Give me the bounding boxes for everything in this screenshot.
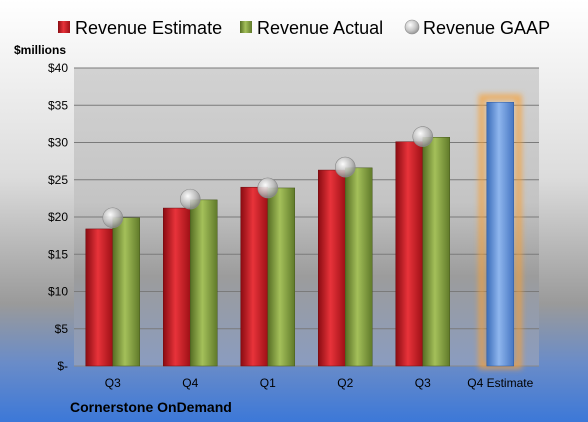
y-tick-label: $25 [48,173,68,187]
x-tick-label: Q2 [337,376,353,390]
bar-revenue-estimate [85,228,113,367]
bar-revenue-actual [112,217,140,367]
x-tick-label: Q1 [260,376,276,390]
bar-revenue-estimate [318,169,346,367]
point-revenue-gaap [179,188,201,210]
x-tick-label: Q4 Estimate [467,376,533,390]
bar-revenue-estimate [395,141,423,367]
x-tick-label: Q3 [415,376,431,390]
x-tick-label: Q3 [105,376,121,390]
legend-label: Revenue Estimate [75,18,222,38]
x-axis-ticks: Q3 Q4 Q1 Q2 Q3 Q4 Estimate [105,376,534,390]
bar-revenue-estimate [163,207,191,367]
bar-revenue-actual [267,187,295,367]
gaap-points [102,126,434,229]
legend-swatch [58,21,70,33]
point-revenue-gaap [412,126,434,147]
y-tick-label: $10 [48,285,68,299]
bar-revenue-q4-estimate [486,102,514,367]
bar-revenue-actual [345,167,373,367]
legend-swatch [404,19,420,35]
y-tick-label: $5 [55,322,69,336]
y-axis-unit-label: $millions [14,43,66,57]
y-tick-label: $30 [48,136,68,150]
point-revenue-gaap [102,207,124,229]
legend-label: Revenue Actual [257,18,383,38]
bars [85,102,514,367]
y-axis-ticks: $- $5 $10 $15 $20 $25 $30 $35 $40 [48,61,68,373]
legend-swatch [240,21,252,33]
company-name: Cornerstone OnDemand [70,399,232,415]
gridlines [74,67,539,367]
y-tick-label: $20 [48,210,68,224]
point-revenue-gaap [257,177,279,199]
bar-revenue-actual [190,199,218,367]
y-tick-label: $35 [48,98,68,112]
y-tick-label: $- [57,359,68,373]
legend: Revenue Estimate Revenue Actual Revenue GA… [58,18,550,38]
y-tick-label: $40 [48,61,68,75]
y-tick-label: $15 [48,247,68,261]
point-revenue-gaap [334,156,356,178]
bar-revenue-actual [422,137,450,367]
x-tick-label: Q4 [182,376,198,390]
bar-revenue-estimate [240,186,268,367]
legend-label: Revenue GAAP [423,18,550,38]
